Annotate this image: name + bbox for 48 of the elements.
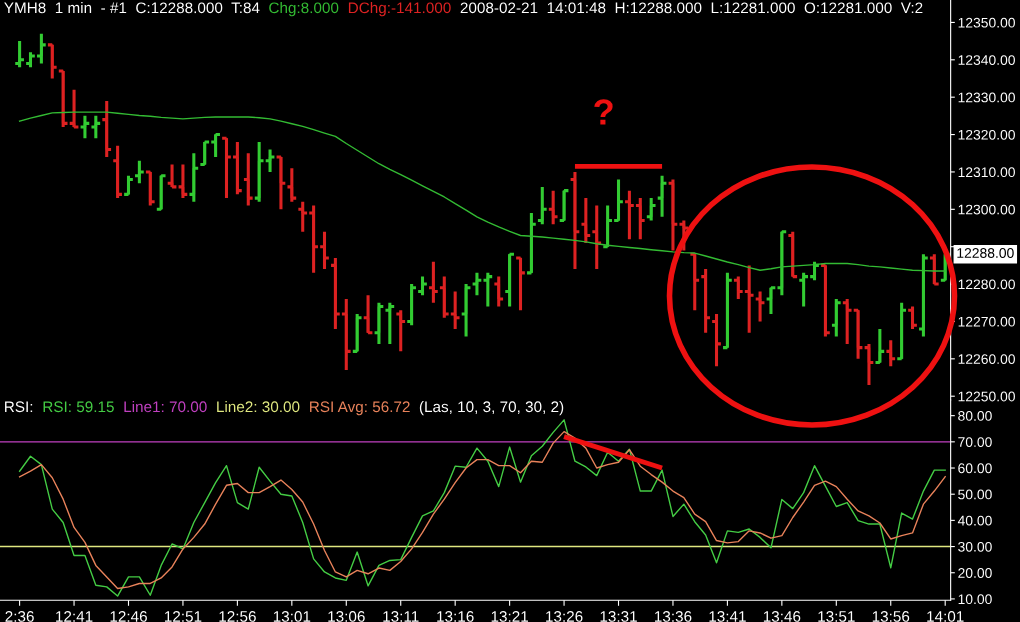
x-tick-label: 12:51 xyxy=(164,611,202,622)
x-tick-label: 13:26 xyxy=(546,611,583,622)
chart-title: RSI: xyxy=(5,401,33,413)
x-tick-label: 13:46 xyxy=(763,611,801,622)
y-tick-label: 10.00 xyxy=(958,594,992,605)
x-tick-label: 12:56 xyxy=(219,611,256,622)
x-tick-label: 13:36 xyxy=(655,611,692,622)
x-tick-label: 13:01 xyxy=(273,611,311,622)
x-tick-label: 13:11 xyxy=(383,611,419,622)
x-tick-label: 13:56 xyxy=(872,611,910,622)
y-tick-label: 20.00 xyxy=(958,568,992,578)
text: 12288.00 xyxy=(957,248,1014,258)
y-tick-label: 12320.00 xyxy=(958,129,1015,140)
annotation: DChg:-141.000 xyxy=(348,2,451,17)
y-tick-label: 50.00 xyxy=(958,489,992,500)
annotation: Chg:8.000 xyxy=(269,2,339,17)
chart-title: YMH8 1 min - #1 C:12288.000 T:84 xyxy=(4,2,260,14)
y-tick-label: 12310.00 xyxy=(958,167,1015,178)
x-tick-label: 13:31 xyxy=(600,611,637,622)
y-tick-label: 60.00 xyxy=(958,463,992,474)
x-tick-label: 13:16 xyxy=(437,611,474,622)
ref-line-label: Line2: 30.00 xyxy=(217,400,300,413)
x-tick-label: 14:01 xyxy=(927,611,964,622)
ref-line-label: Line1: 70.00 xyxy=(124,400,207,413)
y-tick-label: 12340.00 xyxy=(958,55,1015,65)
x-tick-label: 13:21 xyxy=(491,611,528,622)
x-tick-label: 13:06 xyxy=(328,611,365,622)
x-tick-label: 2:36 xyxy=(5,611,34,622)
y-tick-label: 12260.00 xyxy=(958,354,1015,364)
y-tick-label: 80.00 xyxy=(958,410,992,421)
y-tick-label: 70.00 xyxy=(958,437,992,447)
annotation: 2008-02-21 14:01:48 H:12288.000 L:12281.000 O:12281.000 V:2 xyxy=(460,2,923,14)
y-tick-label: 12250.00 xyxy=(958,391,1015,402)
x-tick-label: 13:41 xyxy=(709,611,746,622)
y-tick-label: 12300.00 xyxy=(958,204,1015,215)
y-tick-label: 30.00 xyxy=(958,541,992,552)
x-tick-label: 13:51 xyxy=(818,611,855,622)
y-tick-label: 40.00 xyxy=(957,515,992,526)
annotation: (Las, 10, 3, 70, 30, 2) xyxy=(419,400,564,416)
text: RSI Avg: 56.72 xyxy=(310,401,410,416)
y-tick-label: 12280.00 xyxy=(958,279,1015,290)
y-tick-label: 12270.00 xyxy=(958,316,1015,327)
x-tick-label: 12:46 xyxy=(110,611,147,622)
x-tick-label: 12:41 xyxy=(56,611,93,622)
annotation: ? xyxy=(594,99,613,125)
text: RSI: 59.15 xyxy=(43,401,114,413)
y-tick-label: 12350.00 xyxy=(958,17,1015,28)
y-tick-label: 12330.00 xyxy=(958,92,1015,103)
